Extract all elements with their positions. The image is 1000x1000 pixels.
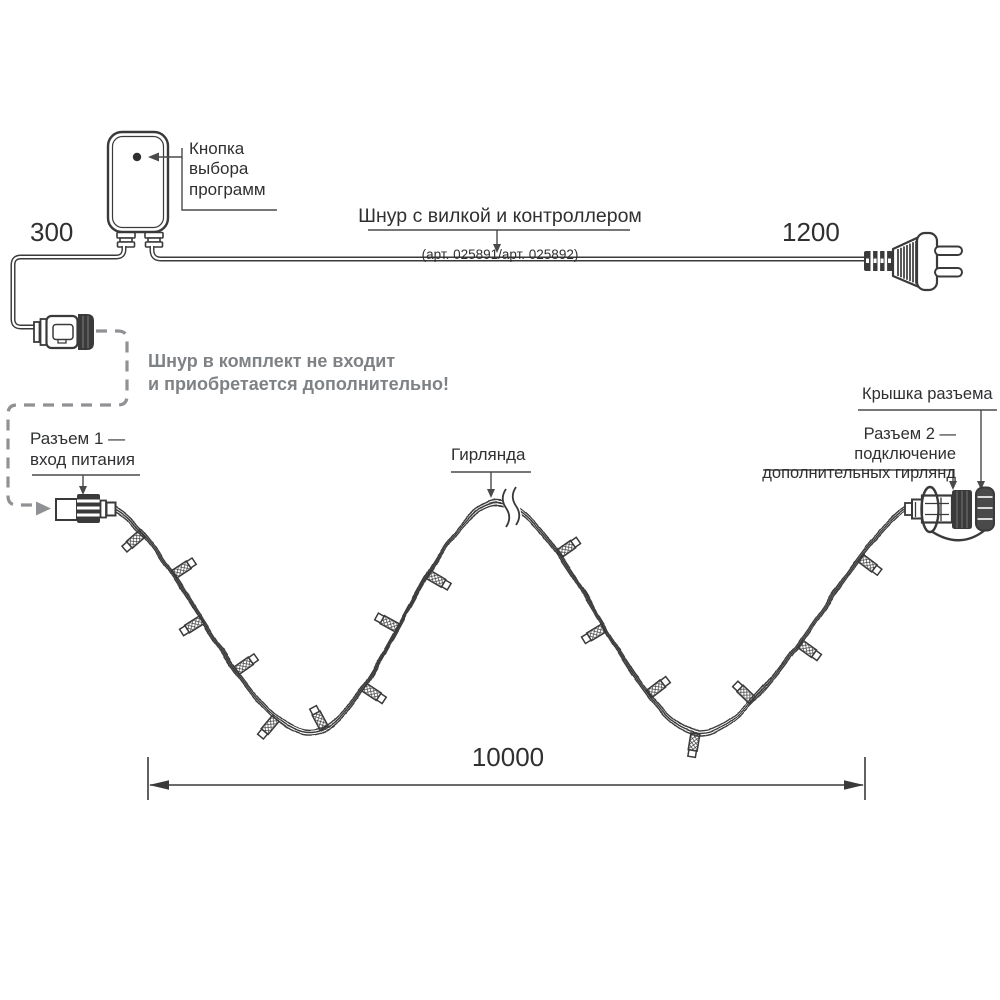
cap-leader xyxy=(858,409,997,490)
garland-leader xyxy=(451,471,531,498)
cap-label: Крышка разъема xyxy=(862,385,993,403)
connector2-label: Разъем 2 — подключение дополнительных ги… xyxy=(762,425,956,482)
cable-gland-left xyxy=(116,231,136,248)
led-bulb xyxy=(731,679,757,705)
program-button-label: Кнопка выбора программ xyxy=(189,139,266,199)
garland-wire xyxy=(114,499,907,737)
dimension-10000-label: 10000 xyxy=(471,742,545,772)
controller-box xyxy=(106,130,170,248)
left-cord xyxy=(10,246,127,330)
cord-articles-text: (арт. 025891/арт. 025892) xyxy=(421,247,579,262)
led-bulb xyxy=(308,704,329,731)
led-bulb xyxy=(178,615,205,638)
dashed-route xyxy=(6,329,129,516)
cord-title-text: Шнур с вилкой и контроллером xyxy=(358,205,642,227)
plug-body xyxy=(891,235,921,289)
plug-strain-relief xyxy=(864,251,893,271)
wire-break-symbol xyxy=(500,486,524,528)
garland-label: Гирлянда xyxy=(451,445,526,464)
arrow-to-cap xyxy=(977,481,985,490)
cable-gland-right xyxy=(144,231,164,248)
arrow-to-button xyxy=(148,152,159,162)
led-bulb xyxy=(425,570,453,592)
connector2-ribbed-end xyxy=(952,490,972,529)
arrow-to-garland xyxy=(487,489,495,498)
led-bulb xyxy=(171,556,198,579)
connector2-leader xyxy=(763,469,957,490)
extension-connector-cap xyxy=(78,314,94,350)
garland-wire-center xyxy=(114,502,907,734)
extension-connector xyxy=(33,314,94,350)
garland-connector1 xyxy=(55,494,117,523)
led-bulb xyxy=(233,652,260,675)
led-bulb xyxy=(580,623,607,645)
power-plug xyxy=(864,231,963,292)
dimension-1200-label: 1200 xyxy=(782,217,840,247)
led-bulb xyxy=(120,529,146,554)
connector1-ribbed-nut xyxy=(77,494,100,523)
led-bulb xyxy=(373,611,401,633)
program-button-leader xyxy=(148,148,277,211)
led-bulb xyxy=(796,639,823,662)
arrow-to-cord xyxy=(493,244,501,253)
connector1-label: Разъем 1 — вход питания xyxy=(30,429,135,469)
led-bulb xyxy=(256,714,280,741)
cord-not-included-note: Шнур в комплект не входит и приобретаетс… xyxy=(148,351,449,394)
cord-title-label: Шнур с вилкой и контроллером (арт. 02589… xyxy=(350,187,650,280)
garland-connector2 xyxy=(904,485,995,542)
dimension-arrow-right xyxy=(844,780,864,790)
led-bulb xyxy=(361,682,388,705)
program-select-button[interactable] xyxy=(132,152,142,162)
led-layer xyxy=(120,529,884,759)
led-bulb xyxy=(555,535,582,559)
cord-title-leader xyxy=(368,229,630,253)
plug-cord xyxy=(149,246,865,262)
controller-outline xyxy=(106,130,170,234)
arrow-to-connector1 xyxy=(79,486,87,495)
arrow-to-connector2 xyxy=(949,481,957,490)
led-bulb xyxy=(645,675,672,699)
dimension-300-label: 300 xyxy=(30,217,74,247)
connector-cap xyxy=(975,486,995,532)
cap-tether xyxy=(930,529,986,542)
plug-face xyxy=(915,231,939,292)
dimension-arrow-left xyxy=(149,780,169,790)
cap-tether-loop xyxy=(920,485,940,534)
dimension-10000 xyxy=(147,757,866,800)
connector1-leader xyxy=(32,474,140,495)
plug-prong-bottom xyxy=(934,267,963,278)
led-bulb xyxy=(857,553,884,577)
plug-prong-top xyxy=(934,245,963,256)
controller-inner-outline xyxy=(111,135,165,229)
dashed-arrowhead xyxy=(36,501,51,516)
led-bulb xyxy=(686,732,701,759)
